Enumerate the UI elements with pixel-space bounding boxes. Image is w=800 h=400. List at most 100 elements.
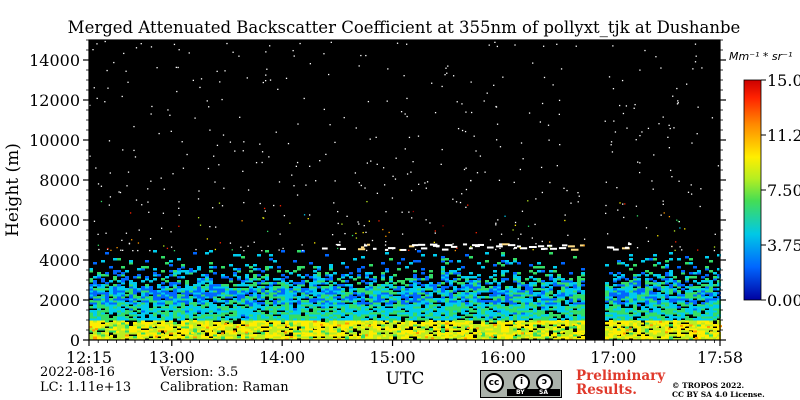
aerosol-cell (349, 272, 353, 275)
aerosol-cell (685, 334, 689, 337)
aerosol-cell (105, 330, 109, 333)
cloud-cell (417, 243, 426, 246)
aerosol-cell (105, 272, 109, 275)
aerosol-cell (225, 316, 229, 319)
aerosol-cell (129, 308, 133, 311)
aerosol-cell (569, 282, 573, 285)
aerosol-cell (449, 322, 453, 325)
aerosol-cell (233, 288, 237, 291)
aerosol-cell (521, 306, 525, 309)
aerosol-cell (369, 294, 373, 297)
noise-point (456, 247, 458, 249)
aerosol-cell (453, 318, 457, 321)
aerosol-cell (377, 336, 381, 339)
aerosol-cell (669, 284, 673, 287)
noise-point (564, 214, 566, 216)
noise-point (677, 102, 679, 104)
aerosol-cell (477, 274, 481, 277)
aerosol-cell (225, 310, 229, 313)
aerosol-cell (221, 304, 225, 307)
aerosol-cell (169, 298, 173, 301)
aerosol-cell (433, 308, 437, 311)
aerosol-cell (397, 300, 401, 303)
aerosol-cell (513, 304, 517, 307)
aerosol-cell (429, 306, 433, 309)
noise-point (697, 106, 699, 108)
aerosol-cell (209, 250, 213, 253)
aerosol-cell (117, 318, 121, 321)
aerosol-cell (409, 310, 413, 313)
aerosol-cell (361, 314, 365, 317)
aerosol-cell (673, 280, 677, 283)
aerosol-cell (301, 300, 305, 303)
aerosol-cell (177, 286, 181, 289)
aerosol-cell (609, 306, 613, 309)
aerosol-cell (357, 310, 361, 313)
aerosol-cell (225, 286, 229, 289)
aerosol-cell (109, 318, 113, 321)
aerosol-cell (225, 306, 229, 309)
aerosol-cell (645, 270, 649, 273)
aerosol-cell (273, 278, 277, 281)
aerosol-cell (181, 290, 185, 293)
aerosol-cell (321, 280, 325, 283)
aerosol-cell (577, 310, 581, 313)
y-tick-label: 14000 (29, 51, 80, 70)
aerosol-cell (121, 280, 125, 283)
aerosol-cell (233, 314, 237, 317)
aerosol-cell (349, 304, 353, 307)
aerosol-cell (405, 298, 409, 301)
aerosol-cell (617, 278, 621, 281)
aerosol-cell (717, 298, 721, 301)
aerosol-cell (581, 320, 585, 323)
aerosol-cell (657, 262, 661, 265)
aerosol-cell (113, 338, 117, 341)
aerosol-cell (617, 306, 621, 309)
aerosol-cell (273, 316, 277, 319)
aerosol-cell (281, 320, 285, 323)
aerosol-cell (645, 310, 649, 313)
aerosol-cell (305, 290, 309, 293)
aerosol-cell (225, 330, 229, 333)
aerosol-cell (473, 306, 477, 309)
aerosol-cell (613, 310, 617, 313)
aerosol-cell (577, 294, 581, 297)
aerosol-cell (485, 290, 489, 293)
aerosol-cell (325, 282, 329, 285)
aerosol-cell (357, 292, 361, 295)
aerosol-cell (445, 332, 449, 335)
aerosol-cell (185, 300, 189, 303)
aerosol-cell (361, 308, 365, 311)
aerosol-cell (581, 304, 585, 307)
aerosol-cell (217, 306, 221, 309)
noise-point (369, 138, 371, 140)
aerosol-cell (533, 322, 537, 325)
aerosol-cell (193, 334, 197, 337)
aerosol-cell (289, 318, 293, 321)
aerosol-cell (481, 332, 485, 335)
aerosol-cell (341, 326, 345, 329)
aerosol-cell (425, 294, 429, 297)
aerosol-cell (165, 322, 169, 325)
aerosol-cell (629, 324, 633, 327)
aerosol-cell (401, 292, 405, 295)
aerosol-cell (141, 280, 145, 283)
aerosol-cell (281, 292, 285, 295)
aerosol-cell (109, 294, 113, 297)
aerosol-cell (513, 290, 517, 293)
aerosol-cell (525, 330, 529, 333)
aerosol-cell (113, 284, 117, 287)
aerosol-cell (193, 306, 197, 309)
noise-point (262, 81, 264, 84)
noise-point (461, 103, 463, 105)
aerosol-cell (505, 338, 509, 341)
noise-point (222, 134, 225, 136)
aerosol-cell (117, 312, 121, 315)
surface-cell (464, 337, 467, 340)
aerosol-cell (605, 264, 609, 267)
noise-point (426, 181, 429, 183)
aerosol-cell (669, 330, 673, 333)
aerosol-cell (469, 338, 473, 341)
aerosol-cell (161, 292, 165, 295)
aerosol-cell (241, 326, 245, 329)
